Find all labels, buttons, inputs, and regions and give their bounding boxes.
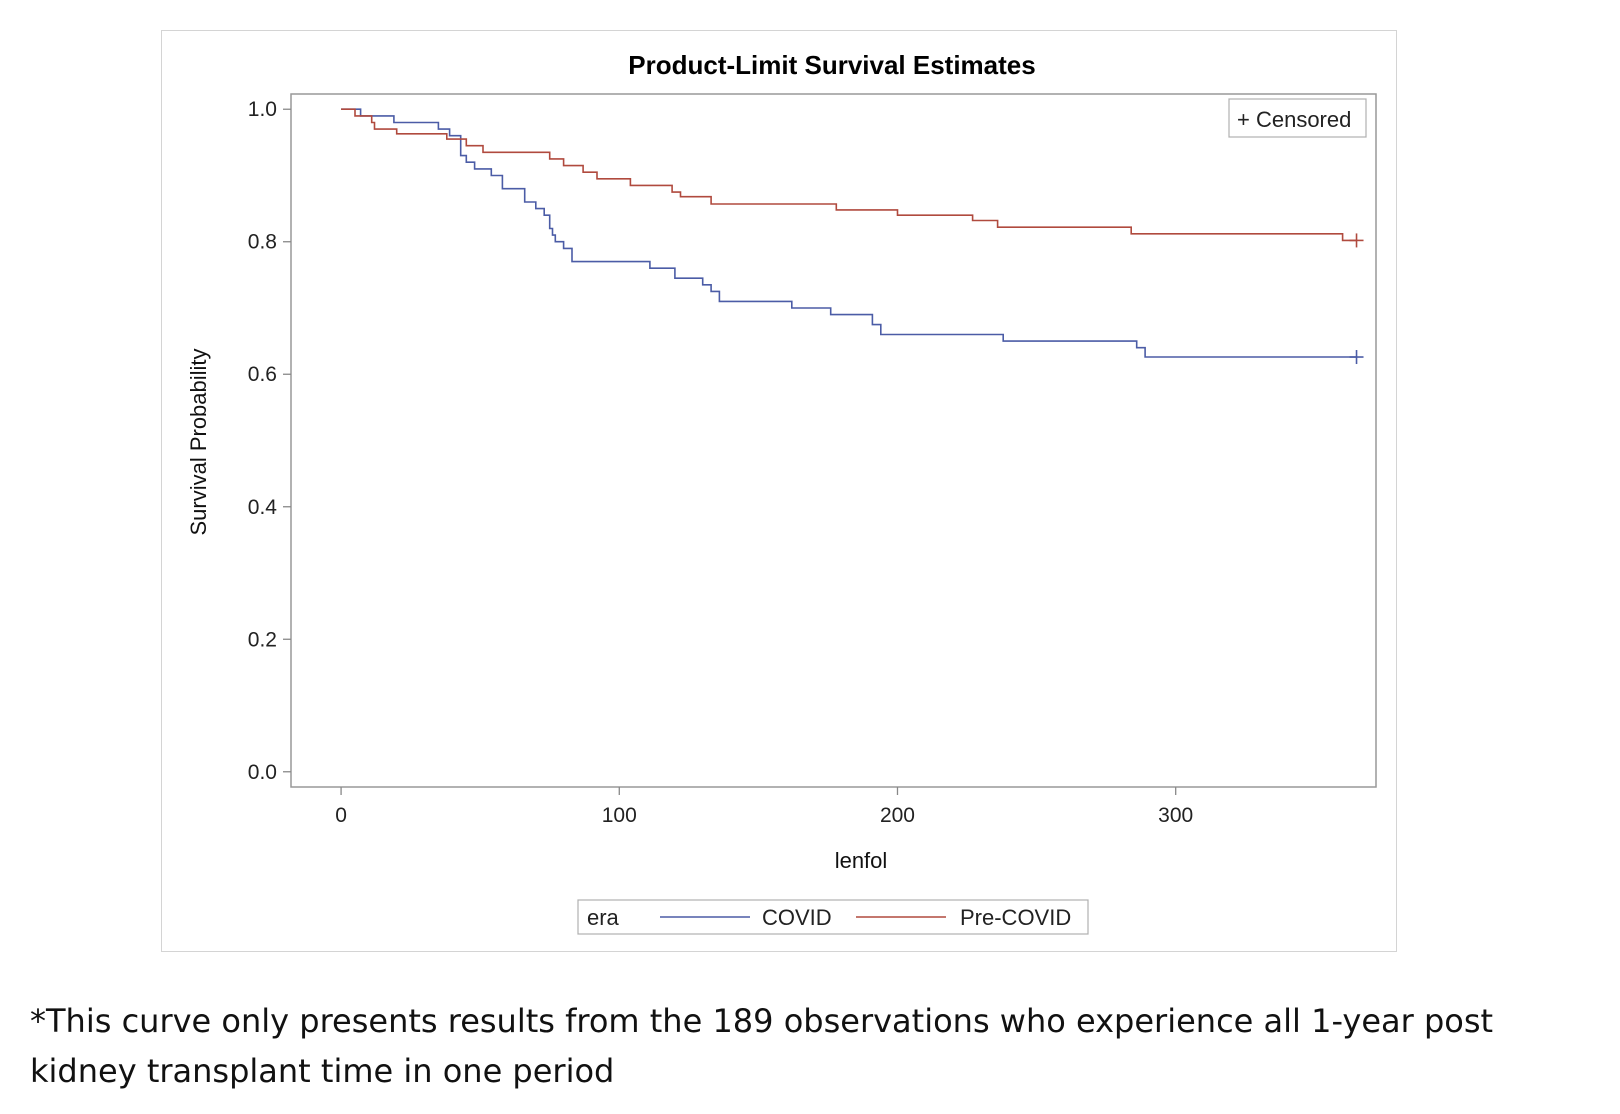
censored-legend: + Censored xyxy=(1228,98,1367,138)
x-tick-label: 100 xyxy=(602,804,637,827)
series-legend-box xyxy=(577,899,1089,935)
survival-chart: Product-Limit Survival Estimates 0.00.20… xyxy=(186,50,1377,935)
legend-title: era xyxy=(587,905,620,930)
y-tick-label: 0.6 xyxy=(248,363,277,386)
censor-marker xyxy=(1349,233,1364,248)
x-axis-label: lenfol xyxy=(835,848,888,873)
y-tick-label: 0.2 xyxy=(248,628,277,651)
x-axis: 0 100 200 300 xyxy=(335,787,1193,827)
y-tick-label: 0.8 xyxy=(248,231,277,254)
plot-area xyxy=(290,93,1377,788)
series-layer xyxy=(341,108,1364,365)
series-line-covid xyxy=(341,108,1357,358)
censored-legend-label: + Censored xyxy=(1237,107,1351,132)
y-tick-label: 0.0 xyxy=(248,761,277,784)
y-axis: 0.0 0.2 0.4 0.6 0.8 1.0 xyxy=(248,98,291,784)
y-tick-label: 0.4 xyxy=(248,496,278,519)
chart-title: Product-Limit Survival Estimates xyxy=(628,50,1035,80)
x-tick-label: 0 xyxy=(335,804,347,827)
legend-label-pre-covid: Pre-COVID xyxy=(960,905,1071,930)
x-tick-label: 200 xyxy=(880,804,915,827)
footnote: *This curve only presents results from t… xyxy=(30,1002,1494,1090)
censor-marker xyxy=(1349,350,1364,365)
y-tick-label: 1.0 xyxy=(248,98,277,121)
series-legend: era COVID Pre-COVID xyxy=(577,899,1089,935)
y-axis-label: Survival Probability xyxy=(186,348,211,535)
censored-legend-box xyxy=(1228,98,1367,138)
series-line-pre-covid xyxy=(341,108,1357,242)
chart-frame xyxy=(161,30,1397,952)
x-tick-label: 300 xyxy=(1158,804,1193,827)
legend-label-covid: COVID xyxy=(762,905,832,930)
